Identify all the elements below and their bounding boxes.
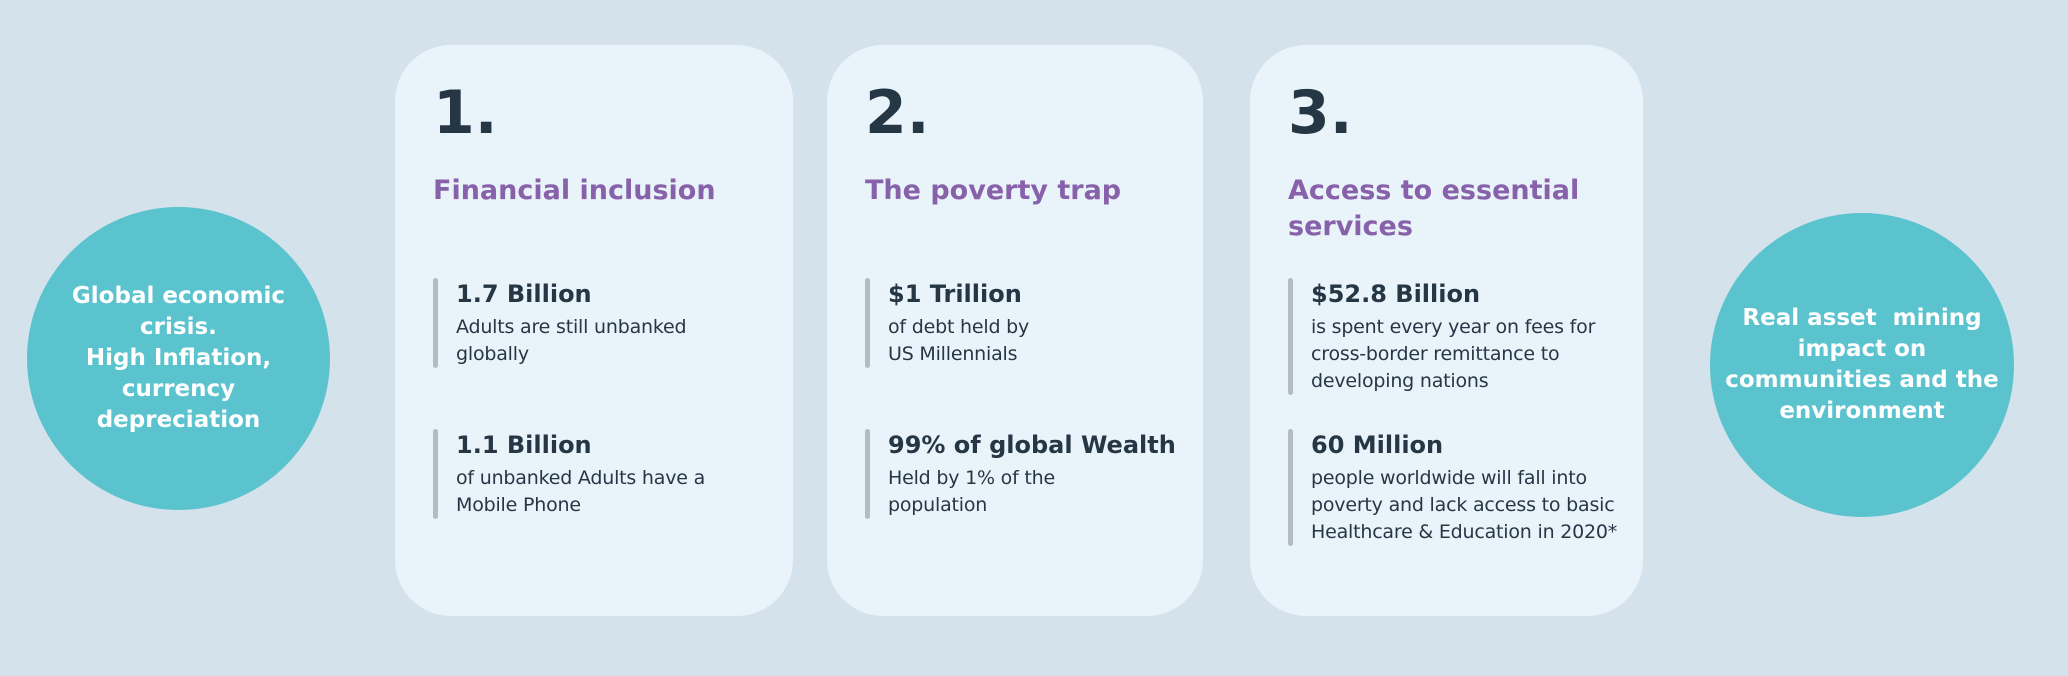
stat-item: 1.7 Billion Adults are still unbanked gl… xyxy=(433,278,785,368)
stat-text-block: $52.8 Billion is spent every year on fee… xyxy=(1311,278,1595,395)
stat-text-block: 60 Million people worldwide will fall in… xyxy=(1311,429,1617,546)
stat-description: is spent every year on fees for cross-bo… xyxy=(1311,315,1596,392)
card-number: 2. xyxy=(865,78,930,148)
real-asset-mining-circle: Real asset mining impact on communities … xyxy=(1710,213,2014,517)
card-title: Access to essential services xyxy=(1288,175,1580,243)
stat-accent-bar xyxy=(865,429,870,519)
stat-text-block: 1.1 Billion of unbanked Adults have a Mo… xyxy=(456,429,705,519)
global-crisis-circle: Global economic crisis. High Inflation, … xyxy=(27,207,330,510)
stat-text-block: 1.7 Billion Adults are still unbanked gl… xyxy=(456,278,687,368)
stat-description: Adults are still unbanked globally xyxy=(456,315,687,365)
stat-value: 1.7 Billion xyxy=(456,280,592,308)
card-access-essential-services: 3. Access to essential services $52.8 Bi… xyxy=(1250,45,1643,616)
stat-text-block: $1 Trillion of debt held by US Millennia… xyxy=(888,278,1029,368)
stat-item: $52.8 Billion is spent every year on fee… xyxy=(1288,278,1635,395)
stat-item: 60 Million people worldwide will fall in… xyxy=(1288,429,1635,546)
stat-value: 99% of global Wealth xyxy=(888,431,1176,459)
stat-accent-bar xyxy=(433,278,438,368)
card-financial-inclusion: 1. Financial inclusion 1.7 Billion Adult… xyxy=(395,45,793,616)
stat-accent-bar xyxy=(433,429,438,519)
stat-value: $52.8 Billion xyxy=(1311,280,1481,308)
real-asset-mining-circle-text: Real asset mining impact on communities … xyxy=(1725,305,1999,424)
stat-description: of unbanked Adults have a Mobile Phone xyxy=(456,466,706,516)
card-number: 1. xyxy=(433,78,498,148)
stat-item: $1 Trillion of debt held by US Millennia… xyxy=(865,278,1195,368)
stat-item: 1.1 Billion of unbanked Adults have a Mo… xyxy=(433,429,785,519)
stat-value: 1.1 Billion xyxy=(456,431,592,459)
card-title: The poverty trap xyxy=(865,175,1122,206)
stat-value: $1 Trillion xyxy=(888,280,1022,308)
stat-accent-bar xyxy=(1288,278,1293,395)
stat-value: 60 Million xyxy=(1311,431,1444,459)
stat-description: of debt held by US Millennials xyxy=(888,315,1030,365)
stat-description: Held by 1% of the population xyxy=(888,466,1056,516)
card-number: 3. xyxy=(1288,78,1353,148)
stat-description: people worldwide will fall into poverty … xyxy=(1311,466,1618,543)
stat-text-block: 99% of global Wealth Held by 1% of the p… xyxy=(888,429,1176,519)
card-title: Financial inclusion xyxy=(433,175,716,206)
card-poverty-trap: 2. The poverty trap $1 Trillion of debt … xyxy=(827,45,1203,616)
global-crisis-circle-text: Global economic crisis. High Inflation, … xyxy=(71,283,286,433)
stat-accent-bar xyxy=(1288,429,1293,546)
stat-accent-bar xyxy=(865,278,870,368)
stat-item: 99% of global Wealth Held by 1% of the p… xyxy=(865,429,1195,519)
